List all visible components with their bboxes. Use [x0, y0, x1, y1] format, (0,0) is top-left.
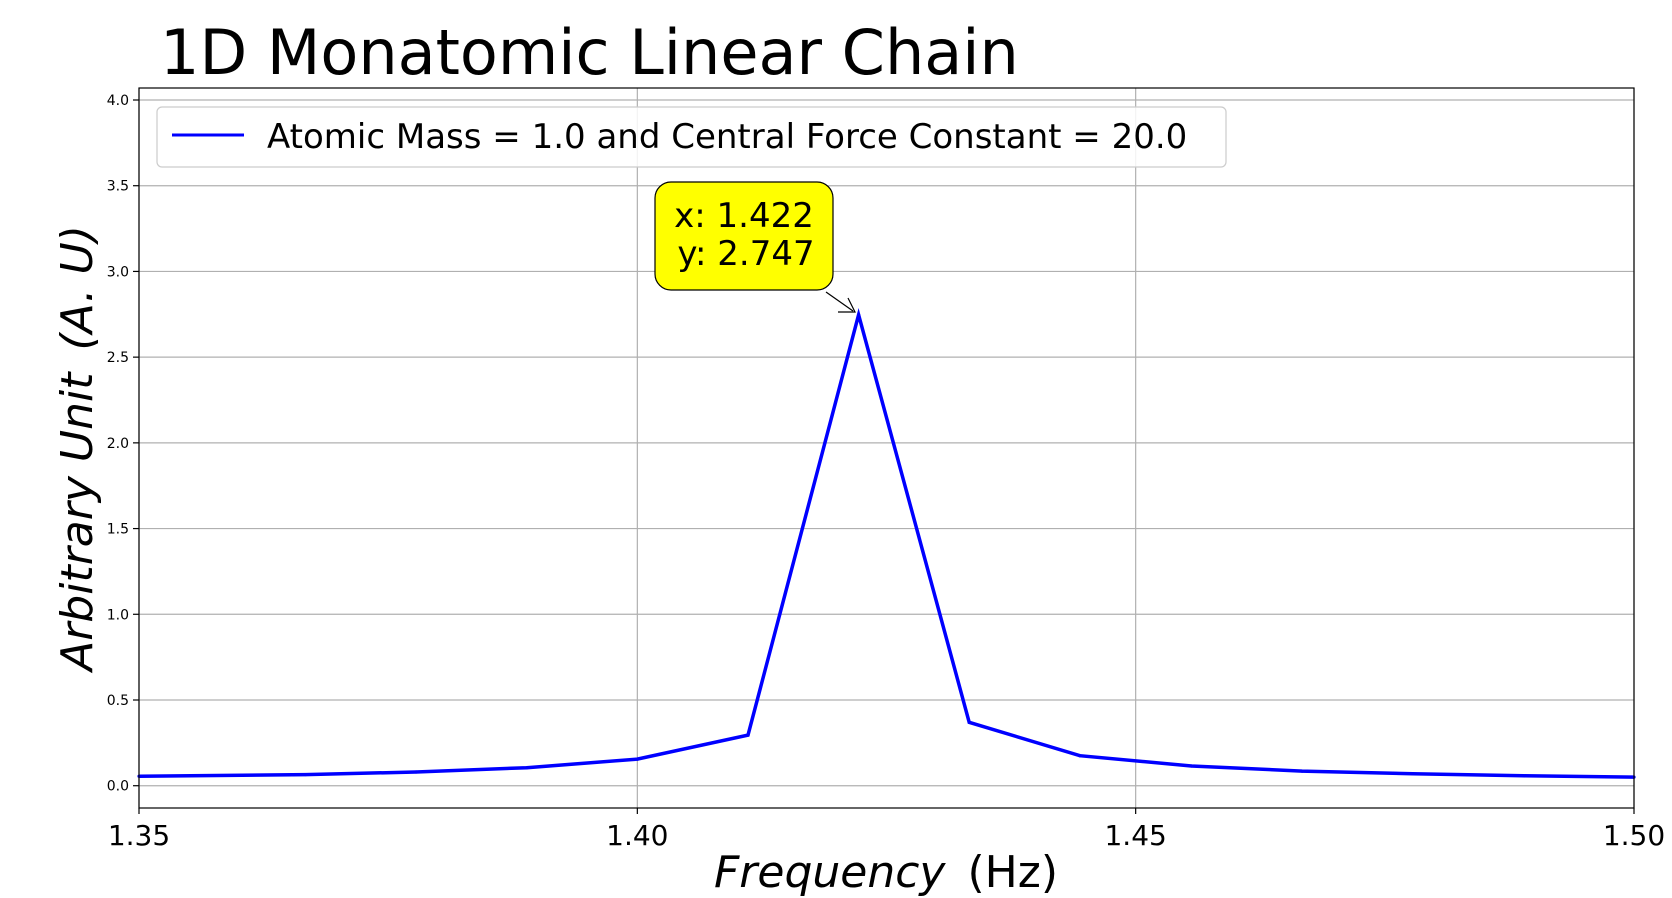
x-tick-label: 1.50 — [1603, 819, 1665, 852]
data-point — [1300, 769, 1304, 773]
y-tick-label: 4.0 — [107, 93, 129, 109]
x-axis-label-unit: (Hz) — [967, 847, 1058, 898]
annotation-box — [654, 181, 834, 291]
y-tick-label: 1.0 — [107, 607, 129, 623]
x-tick-label: 1.40 — [606, 819, 668, 852]
x-tick-label: 1.45 — [1104, 819, 1166, 852]
y-tick-label: 1.5 — [107, 522, 129, 538]
x-axis-label: Frequency (Hz) — [714, 847, 1058, 898]
data-point — [967, 720, 971, 724]
data-point — [1078, 754, 1082, 758]
y-tick-label: 3.0 — [107, 264, 129, 280]
data-point — [1189, 764, 1194, 768]
y-tick-label: 2.5 — [107, 350, 129, 366]
series-line — [138, 308, 1635, 779]
y-axis-label-unit: (A. U) — [52, 225, 103, 350]
y-tick-label: 3.5 — [107, 179, 129, 195]
y-tick-label: 2.0 — [107, 436, 129, 452]
legend-label: Atomic Mass = 1.0 and Central Force Cons… — [267, 117, 1187, 157]
data-point — [414, 770, 418, 774]
data-point — [635, 757, 639, 761]
y-axis-label-quantity: Arbitrary Unit — [52, 371, 103, 674]
legend: Atomic Mass = 1.0 and Central Force Cons… — [156, 106, 1227, 168]
annotation-x-value: x: 1.422 — [674, 196, 814, 236]
legend-box — [156, 106, 1227, 168]
chart-title: 1D Monatomic Linear Chain — [160, 16, 1019, 89]
axes-frame — [138, 87, 1635, 809]
data-point — [525, 766, 529, 770]
y-tick-label: 0.0 — [107, 779, 129, 795]
data-point — [1411, 772, 1415, 776]
data-point — [856, 313, 861, 317]
x-tick-label: 1.35 — [108, 819, 170, 852]
data-point — [1521, 774, 1525, 778]
annotation-y-value: y: 2.747 — [677, 234, 814, 274]
annotation: x: 1.422 y: 2.747 — [654, 181, 856, 313]
data-point — [746, 733, 750, 737]
x-axis-label-quantity: Frequency — [714, 847, 946, 898]
grid-lines — [138, 88, 1635, 808]
axis-ticks: 1.35 1.40 1.45 1.50 0.0 0.5 1.0 1.5 2.0 2.5 3.0 3.5… — [107, 93, 1665, 852]
data-point — [303, 772, 308, 777]
y-axis-label: Arbitrary Unit (A. U) — [52, 225, 103, 674]
annotation-arrow-shaft — [825, 291, 854, 312]
y-tick-label: 0.5 — [107, 693, 129, 709]
annotation-arrow-head — [838, 297, 856, 313]
plot-area — [137, 308, 1636, 779]
